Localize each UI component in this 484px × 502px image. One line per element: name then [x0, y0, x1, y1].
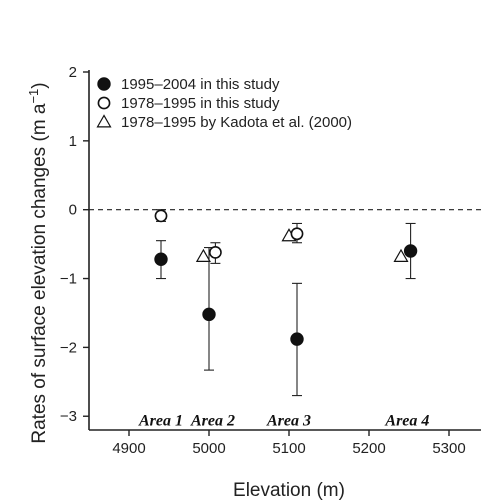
data-point [290, 227, 304, 241]
y-axis-title-superscript: −1 [26, 89, 41, 104]
y-tick-label: 0 [69, 202, 77, 219]
x-tick-label: 5100 [272, 440, 305, 457]
y-tick-label: 2 [69, 64, 77, 81]
data-point [195, 248, 211, 262]
y-tick-label: −3 [60, 408, 77, 425]
y-axis-title: Rates of surface elevation changes (m a−… [26, 82, 50, 443]
data-point [97, 77, 111, 91]
x-tick-label: 5200 [352, 440, 385, 457]
data-point [154, 209, 168, 223]
y-tick-label: −1 [60, 271, 77, 288]
data-point [208, 245, 222, 259]
data-point [393, 248, 409, 262]
area-label: Area 2 [190, 413, 235, 430]
x-axis-title: Elevation (m) [233, 480, 345, 501]
legend-item: 1978–1995 by Kadota et al. (2000) [96, 114, 352, 131]
y-axis-title-main: Rates of surface elevation changes (m a [29, 103, 50, 444]
legend-label: 1995–2004 in this study [121, 76, 280, 93]
x-tick-label: 5000 [192, 440, 225, 457]
data-point [154, 252, 168, 266]
annotations-layer: Area 1 Area 2 Area 3 Area 4 [138, 413, 429, 430]
data-point [290, 332, 304, 346]
legend-label: 1978–1995 by Kadota et al. (2000) [121, 114, 352, 131]
series-1 [154, 222, 418, 397]
data-point [97, 96, 111, 110]
y-tick-label: 1 [69, 133, 77, 150]
area-label: Area 4 [384, 413, 429, 430]
y-axis-title-close: ) [29, 82, 50, 88]
series-3 [195, 228, 409, 262]
x-tick-label: 5300 [432, 440, 465, 457]
area-label: Area 3 [266, 413, 311, 430]
data-point [403, 244, 418, 258]
series-2 [154, 209, 304, 264]
data-point [202, 307, 216, 322]
y-tick-label: −2 [60, 339, 77, 356]
area-label: Area 1 [138, 413, 183, 430]
legend-item: 1978–1995 in this study [97, 95, 280, 112]
legend-label: 1978–1995 in this study [121, 95, 280, 112]
plot-frame [88, 70, 481, 431]
ticks-layer: −3 −2 −1 0 1 2 4900 5000 5100 5200 5300 [60, 64, 466, 457]
legend-item: 1995–2004 in this study [97, 76, 280, 93]
data-layer [154, 209, 418, 397]
data-point [96, 114, 112, 128]
x-tick-label: 4900 [112, 440, 145, 457]
legend: 1995–2004 in this study 1978–1995 in this… [96, 76, 352, 131]
